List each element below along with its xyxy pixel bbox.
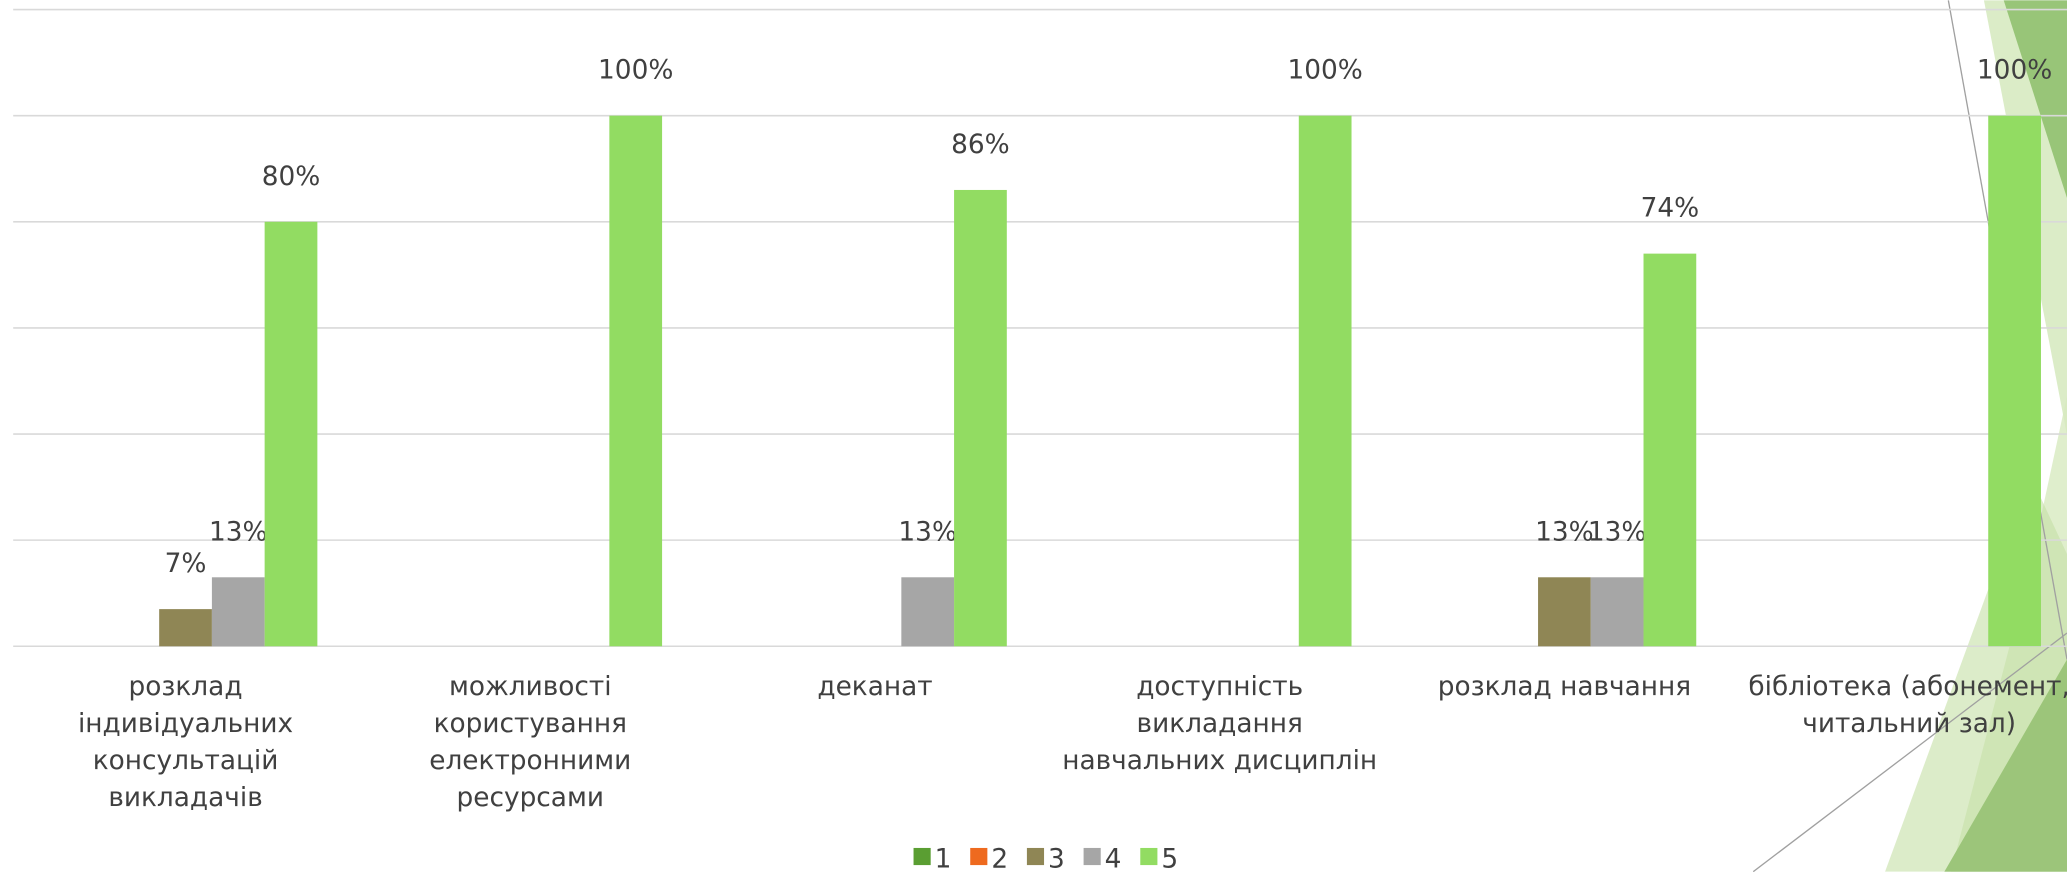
x-tick-label: деканат (817, 672, 932, 702)
legend-swatch (1026, 847, 1045, 866)
legend-label: 5 (1161, 845, 1178, 872)
x-tick-label: можливості користування електронними ресурс… (429, 672, 631, 813)
bar (211, 577, 265, 647)
legend-label: 2 (991, 845, 1008, 872)
x-tick-label: доступність викладання навчальних дисциплі… (1062, 672, 1377, 776)
value-label: 13% (209, 517, 268, 547)
bar (609, 115, 663, 647)
legend-label: 4 (1105, 845, 1122, 872)
value-label: 80% (262, 162, 321, 192)
legend-label: 3 (1048, 845, 1065, 872)
x-tick-label: розклад навчання (1438, 672, 1691, 702)
value-label: 86% (951, 130, 1010, 160)
legend-swatch (1140, 847, 1158, 866)
x-tick-label: розклад індивідуальних консультацій виклада… (78, 672, 293, 813)
x-tick-label: бібліотека (абонемент, читальний зал) (1748, 672, 2067, 739)
bar (901, 577, 955, 647)
value-label: 7% (165, 549, 207, 579)
value-label: 74% (1641, 194, 1700, 224)
bar (1298, 115, 1352, 647)
value-label: 13% (1535, 517, 1594, 547)
legend-swatch (970, 847, 988, 866)
value-label: 13% (1588, 517, 1647, 547)
legend-swatch (1083, 847, 1101, 866)
bar (264, 221, 318, 647)
value-label: 100% (1287, 56, 1362, 86)
bar (1988, 115, 2041, 647)
bar (1538, 577, 1591, 647)
legend-label: 1 (935, 845, 952, 872)
bar (1643, 253, 1697, 647)
bar (1590, 577, 1644, 647)
value-label: 13% (898, 517, 957, 547)
bar (159, 609, 212, 647)
value-label: 100% (598, 56, 673, 86)
value-label: 100% (1977, 56, 2052, 86)
legend-swatch (913, 847, 931, 866)
bar (954, 189, 1007, 647)
